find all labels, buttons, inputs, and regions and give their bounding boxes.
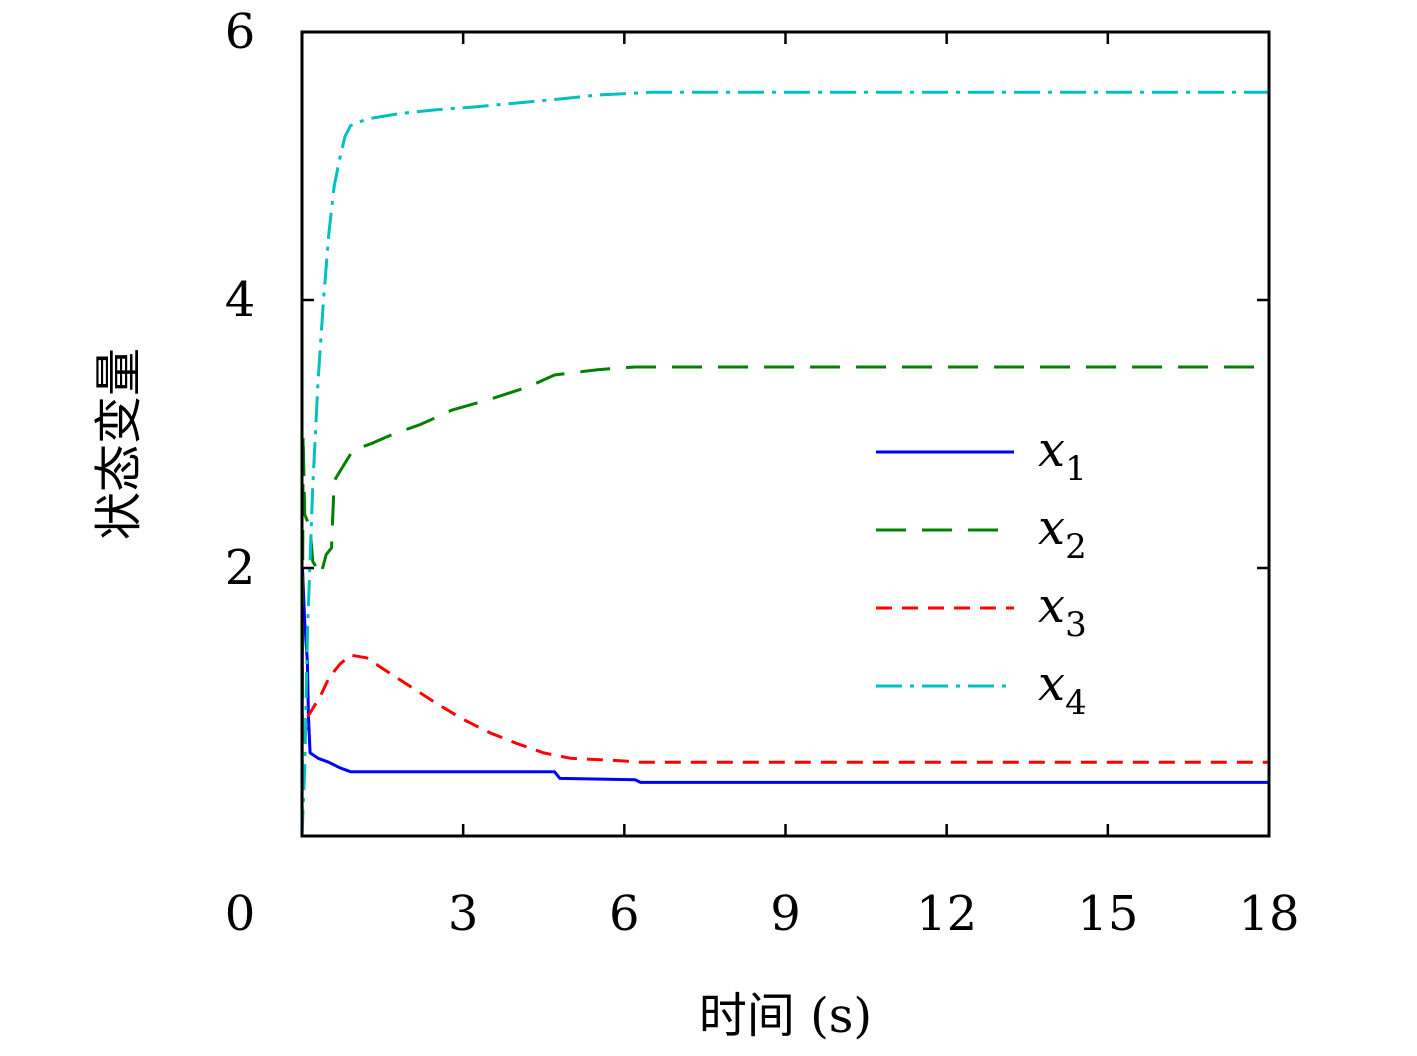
- legend: x1 x2 x3 x4: [876, 422, 1087, 723]
- legend-label-x4: x4: [1038, 656, 1087, 723]
- series-line-x2: [302, 365, 1269, 837]
- y-tick-label: 6: [225, 4, 256, 60]
- series-line-x4: [302, 90, 1269, 837]
- plot-frame: [300, 30, 1271, 838]
- y-tick-label: 4: [225, 272, 256, 328]
- x-tick-label: 15: [1077, 886, 1138, 942]
- plot-area: [302, 90, 1269, 837]
- legend-label-x1: x1: [1038, 422, 1087, 489]
- x-tick-label: 0: [225, 886, 256, 942]
- x-tick-label: 12: [916, 886, 977, 942]
- series-line-x3: [302, 653, 1269, 764]
- y-tick-label: 2: [225, 540, 256, 596]
- x-axis-title: 时间 (s): [699, 988, 872, 1044]
- y-axis-title: 状态变量: [91, 348, 147, 540]
- x-tick-label: 6: [609, 886, 640, 942]
- legend-label-x3: x3: [1038, 578, 1087, 645]
- x-tick-label: 9: [770, 886, 801, 942]
- x-tick-label: 3: [448, 886, 479, 942]
- legend-label-x2: x2: [1038, 500, 1087, 567]
- axes: 0 3 6 9 12 15 18 2 4 6: [225, 4, 1300, 942]
- x-tick-label: 18: [1238, 886, 1299, 942]
- series-line-x1: [302, 566, 1269, 837]
